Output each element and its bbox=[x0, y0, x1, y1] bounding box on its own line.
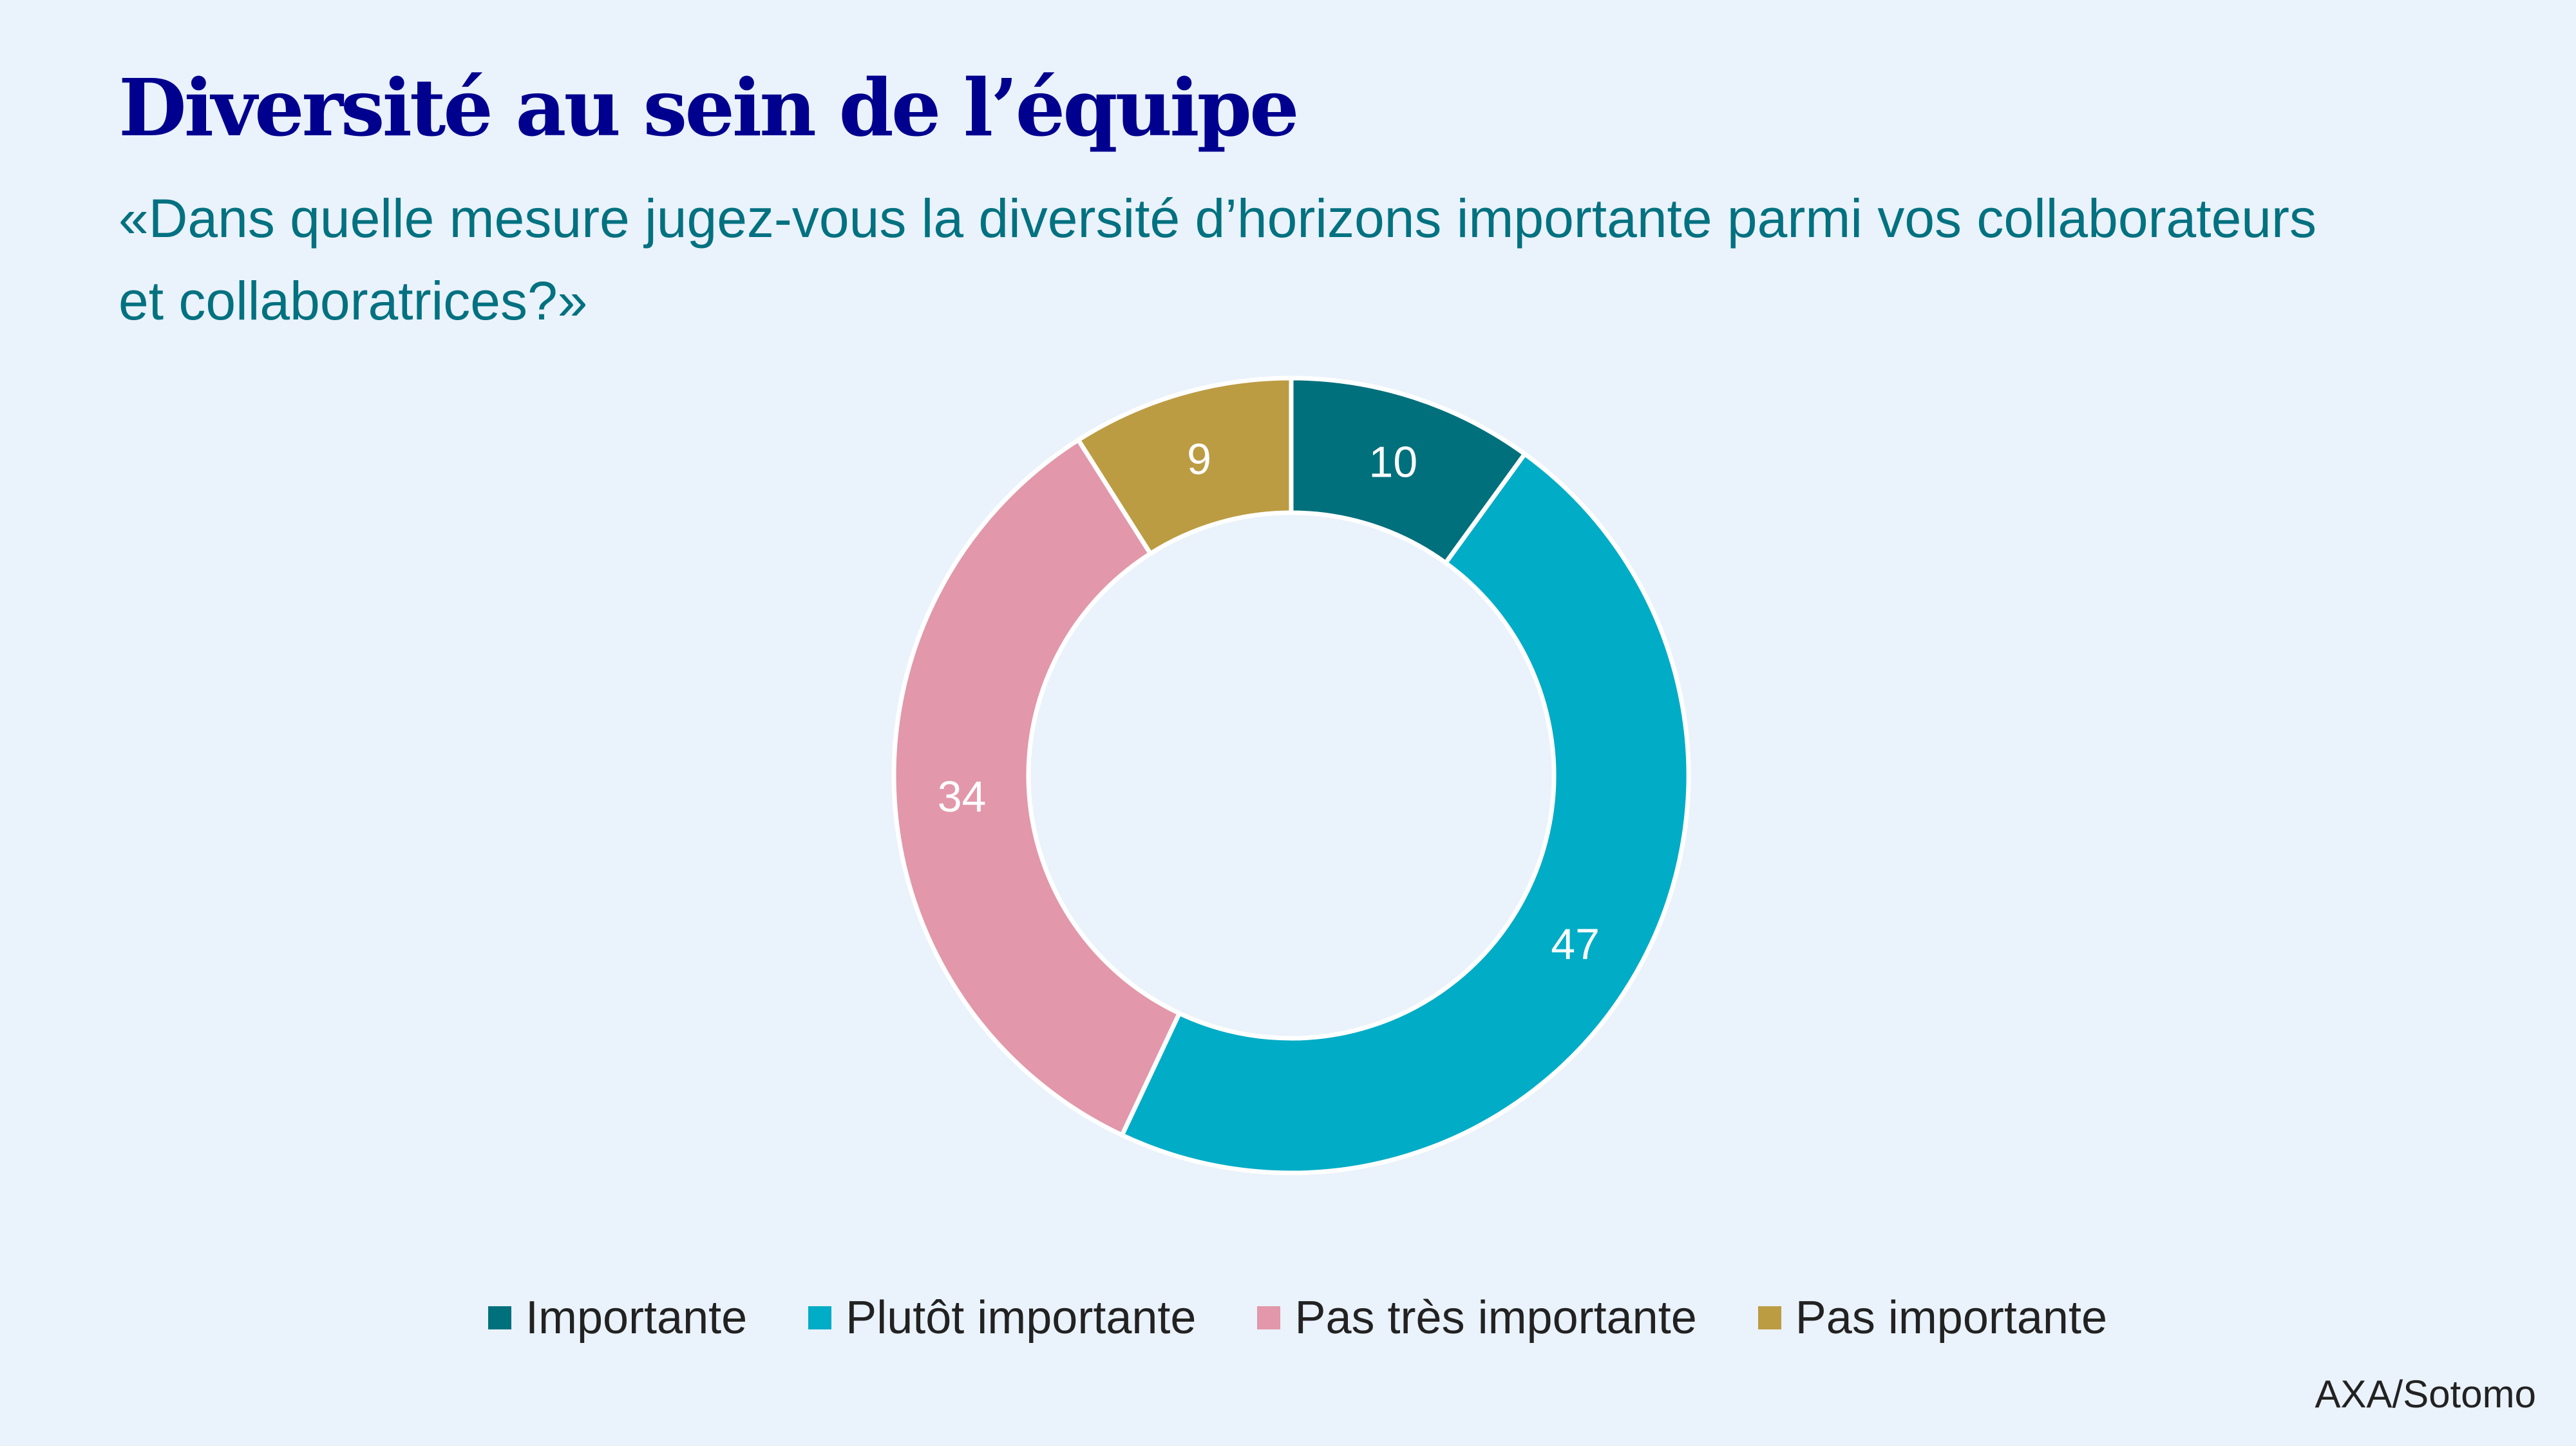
data-label: 10 bbox=[1369, 438, 1418, 487]
chart-title: Diversité au sein de l’équipe bbox=[118, 61, 1300, 154]
legend-swatch bbox=[1757, 1306, 1781, 1329]
legend-label: Pas importante bbox=[1795, 1292, 2107, 1344]
legend-label: Plutôt importante bbox=[846, 1292, 1197, 1344]
legend-label: Pas très importante bbox=[1294, 1292, 1697, 1344]
legend-swatch bbox=[488, 1306, 511, 1329]
data-label: 9 bbox=[1187, 435, 1211, 484]
chart-subtitle: «Dans quelle mesure jugez-vous la divers… bbox=[118, 188, 2316, 331]
legend-item: Importante bbox=[488, 1291, 747, 1344]
donut-slice-pas-tr-s-importante bbox=[891, 437, 1182, 1138]
donut-slice-pas-importante bbox=[1075, 376, 1294, 557]
legend-swatch bbox=[808, 1306, 832, 1329]
source-note: AXA/Sotomo bbox=[2315, 1373, 2536, 1416]
legend: Importante Plutôt importante Pas très impo… bbox=[0, 1291, 2576, 1344]
legend-item: Pas importante bbox=[1757, 1291, 2107, 1344]
legend-swatch bbox=[1257, 1306, 1281, 1329]
data-label: 47 bbox=[1551, 920, 1600, 969]
data-label: 34 bbox=[938, 772, 987, 821]
legend-item: Plutôt importante bbox=[808, 1291, 1196, 1344]
donut-slice-plut-t-importante bbox=[1119, 450, 1691, 1175]
legend-label: Importante bbox=[525, 1292, 748, 1344]
legend-item: Pas très importante bbox=[1257, 1291, 1697, 1344]
